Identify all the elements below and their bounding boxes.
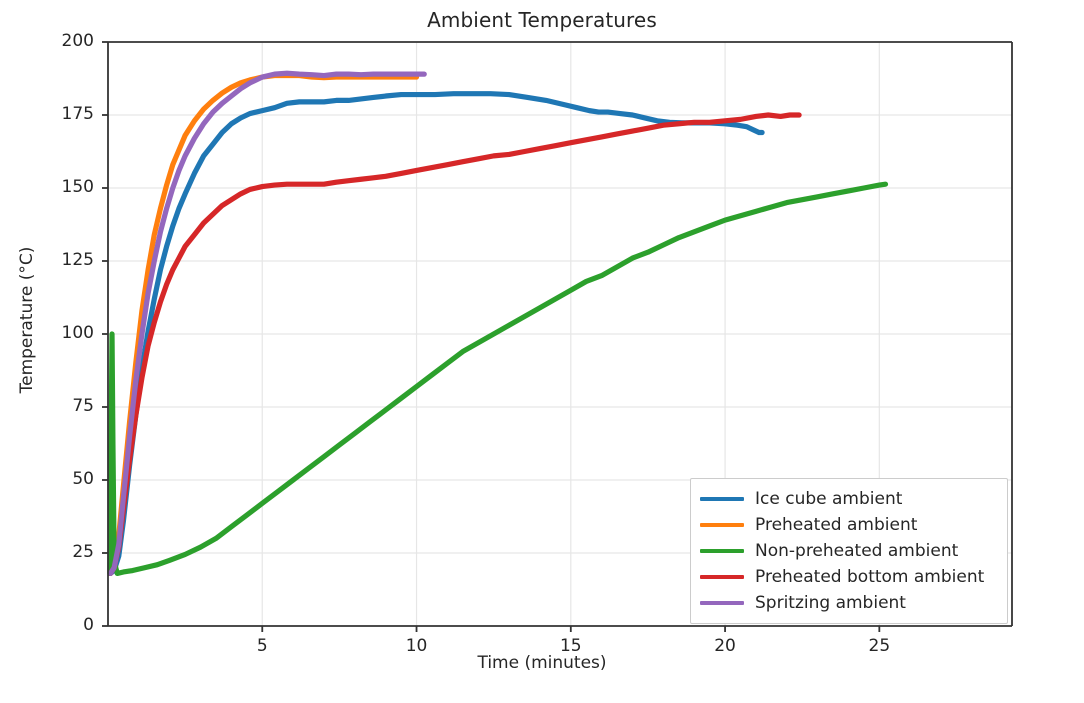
legend-color-swatch — [700, 523, 744, 527]
x-axis-label: Time (minutes) — [477, 653, 607, 673]
tick-marks — [102, 41, 881, 632]
y-tick-label: 175 — [61, 104, 94, 124]
x-tick-label: 10 — [405, 636, 428, 656]
series-line-1 — [107, 72, 420, 577]
y-tick-label: 75 — [72, 396, 94, 416]
chart-legend: Ice cube ambient Preheated ambient Non-pre… — [690, 478, 1008, 624]
legend-item[interactable]: Spritzing ambient — [700, 590, 997, 616]
x-tick-label: 20 — [714, 636, 736, 656]
legend-color-swatch — [700, 549, 744, 553]
legend-item[interactable]: Non-preheated ambient — [700, 538, 997, 564]
y-tick-label: 50 — [72, 469, 94, 489]
y-tick-label: 25 — [72, 542, 94, 562]
x-tick-label: 5 — [256, 636, 268, 656]
legend-item[interactable]: Preheated bottom ambient — [700, 564, 997, 590]
legend-item-label: Non-preheated ambient — [755, 540, 959, 561]
legend-item[interactable]: Ice cube ambient — [700, 486, 997, 512]
series-line-0 — [107, 91, 765, 577]
legend-color-swatch — [700, 575, 744, 579]
legend-item[interactable]: Preheated ambient — [700, 512, 997, 538]
legend-item-label: Preheated ambient — [755, 514, 918, 535]
y-tick-label: 200 — [61, 31, 94, 51]
legend-color-swatch — [700, 497, 744, 501]
series-line-2 — [107, 181, 889, 577]
x-tick-label: 25 — [868, 636, 891, 656]
series-line-3 — [107, 112, 802, 577]
y-tick-label: 150 — [61, 177, 94, 197]
legend-item-label: Spritzing ambient — [755, 592, 906, 613]
data-series-group — [107, 70, 889, 577]
y-tick-label: 0 — [83, 615, 94, 635]
series-line-4 — [107, 70, 427, 577]
y-tick-label: 100 — [61, 323, 94, 343]
x-tick-label: 15 — [559, 636, 582, 656]
y-tick-label: 125 — [61, 250, 94, 270]
chart-title: Ambient Temperatures — [427, 8, 657, 32]
legend-item-label: Ice cube ambient — [755, 488, 903, 509]
legend-color-swatch — [700, 601, 744, 605]
legend-item-label: Preheated bottom ambient — [755, 566, 985, 587]
